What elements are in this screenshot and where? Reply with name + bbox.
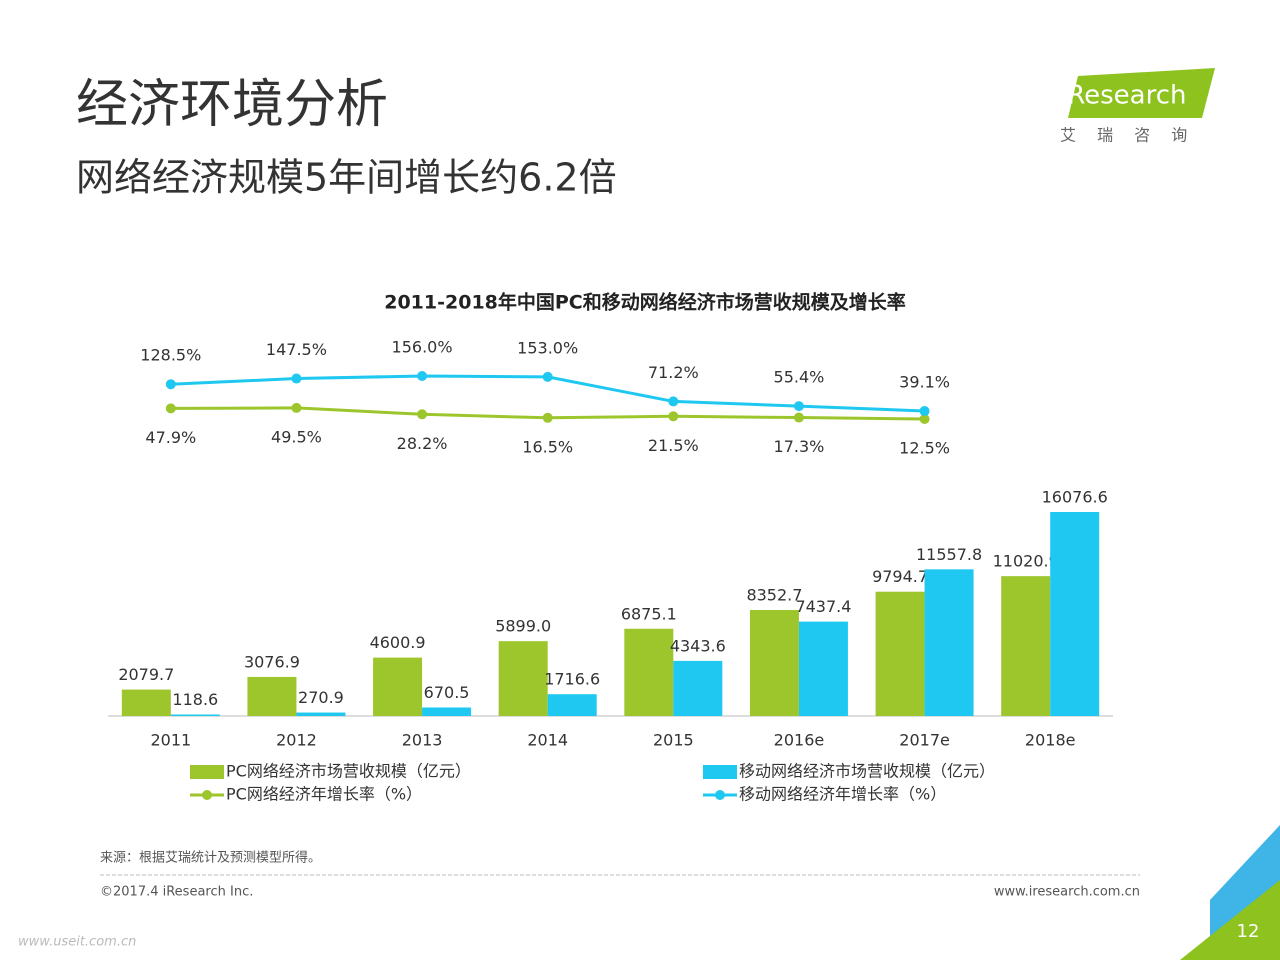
x-tick-label: 2011 — [150, 731, 191, 750]
x-tick-label: 2015 — [653, 731, 694, 750]
line-point — [919, 414, 930, 424]
line-point — [291, 373, 302, 384]
line-point — [542, 412, 553, 423]
bar-label: 270.9 — [298, 688, 344, 707]
x-tick-label: 2017e — [899, 731, 950, 750]
x-tick-label: 2014 — [527, 731, 568, 750]
bar-label: 11020.9 — [993, 552, 1059, 571]
bar — [673, 660, 723, 716]
page-number: 12 — [1237, 921, 1260, 942]
bar — [1001, 576, 1051, 716]
bar-label: 1716.6 — [544, 670, 600, 689]
bar-label: 8352.7 — [746, 586, 802, 605]
legend-label: PC网络经济年增长率（%） — [226, 785, 422, 804]
line-label: 12.5% — [899, 439, 950, 458]
copyright: ©2017.4 iResearch Inc. — [100, 885, 253, 900]
x-tick-label: 2013 — [402, 731, 443, 750]
bar — [875, 591, 925, 716]
legend-swatch — [190, 765, 224, 779]
legend-label: 移动网络经济市场营收规模（亿元） — [739, 762, 995, 781]
x-tick-label: 2016e — [774, 731, 825, 750]
line-point — [919, 406, 930, 417]
line-point — [793, 401, 804, 412]
line-label: 39.1% — [899, 373, 950, 392]
bar-label: 7437.4 — [795, 597, 851, 616]
logo-sub: 艾 瑞 咨 询 — [1060, 126, 1195, 145]
bar — [373, 657, 423, 716]
legend-label: 移动网络经济年增长率（%） — [739, 785, 946, 804]
bar-label: 11557.8 — [916, 545, 982, 564]
corner-green — [1180, 880, 1280, 960]
bar-label: 4600.9 — [370, 633, 426, 652]
line-point — [417, 409, 428, 420]
line-label: 28.2% — [397, 434, 448, 453]
slide-subtitle: 网络经济规模5年间增长约6.2倍 — [76, 156, 617, 200]
bar — [547, 694, 597, 716]
line-label: 21.5% — [648, 436, 699, 455]
bar-label: 9794.7 — [872, 567, 928, 586]
url: www.iresearch.com.cn — [994, 885, 1140, 900]
legend-swatch — [703, 765, 737, 779]
line-label: 71.2% — [648, 363, 699, 382]
line-label: 17.3% — [774, 437, 825, 456]
bar — [121, 689, 171, 716]
line-label: 47.9% — [145, 428, 196, 447]
line-point — [165, 403, 176, 414]
logo: iResearch — [1060, 81, 1186, 111]
line-label: 156.0% — [392, 338, 453, 357]
line-point — [542, 371, 553, 382]
bar-label: 4343.6 — [670, 636, 726, 655]
bar — [749, 610, 799, 716]
x-tick-label: 2018e — [1025, 731, 1076, 750]
bar — [247, 676, 297, 716]
watermark: www.useit.com.cn — [18, 935, 136, 950]
bar — [498, 641, 548, 716]
bar — [1050, 512, 1100, 716]
line-label: 16.5% — [522, 437, 573, 456]
bar-label: 6875.1 — [621, 604, 677, 623]
line-label: 153.0% — [517, 338, 578, 357]
line-point — [291, 402, 302, 413]
legend-dot — [715, 790, 725, 800]
source: 来源：根据艾瑞统计及预测模型所得。 — [100, 850, 321, 866]
line-label: 49.5% — [271, 427, 322, 446]
legend-dot — [202, 790, 212, 800]
line-point — [793, 412, 804, 423]
chart-title: 2011-2018年中国PC和移动网络经济市场营收规模及增长率 — [384, 291, 906, 314]
bar — [170, 714, 220, 716]
bar-label: 2079.7 — [118, 665, 174, 684]
bar — [924, 569, 974, 716]
x-tick-label: 2012 — [276, 731, 317, 750]
logo-banner — [1068, 68, 1215, 118]
line-label: 128.5% — [140, 346, 201, 365]
line-point — [165, 379, 176, 390]
bar-label: 3076.9 — [244, 652, 300, 671]
bar — [624, 628, 674, 716]
slide-title: 经济环境分析 — [76, 75, 388, 135]
bar-label: 16076.6 — [1042, 488, 1108, 507]
bar — [296, 712, 346, 716]
line-point — [668, 411, 679, 422]
line-label: 147.5% — [266, 340, 327, 359]
bar-label: 5899.0 — [495, 617, 551, 636]
line-label: 55.4% — [774, 368, 825, 387]
bar — [798, 621, 848, 716]
bar-label: 670.5 — [424, 683, 470, 702]
bar-label: 118.6 — [172, 690, 218, 709]
line-point — [668, 396, 679, 407]
bar — [422, 707, 472, 716]
legend-label: PC网络经济市场营收规模（亿元） — [226, 762, 471, 781]
line-point — [417, 371, 428, 381]
